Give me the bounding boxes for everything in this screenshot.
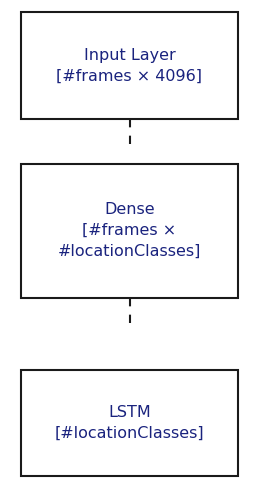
Text: Input Layer
[#frames × 4096]: Input Layer [#frames × 4096] <box>56 48 203 84</box>
Text: Dense
[#frames ×
#locationClasses]: Dense [#frames × #locationClasses] <box>58 202 201 259</box>
Text: LSTM
[#locationClasses]: LSTM [#locationClasses] <box>55 405 204 441</box>
FancyBboxPatch shape <box>21 370 238 476</box>
FancyBboxPatch shape <box>21 164 238 298</box>
FancyBboxPatch shape <box>21 12 238 119</box>
